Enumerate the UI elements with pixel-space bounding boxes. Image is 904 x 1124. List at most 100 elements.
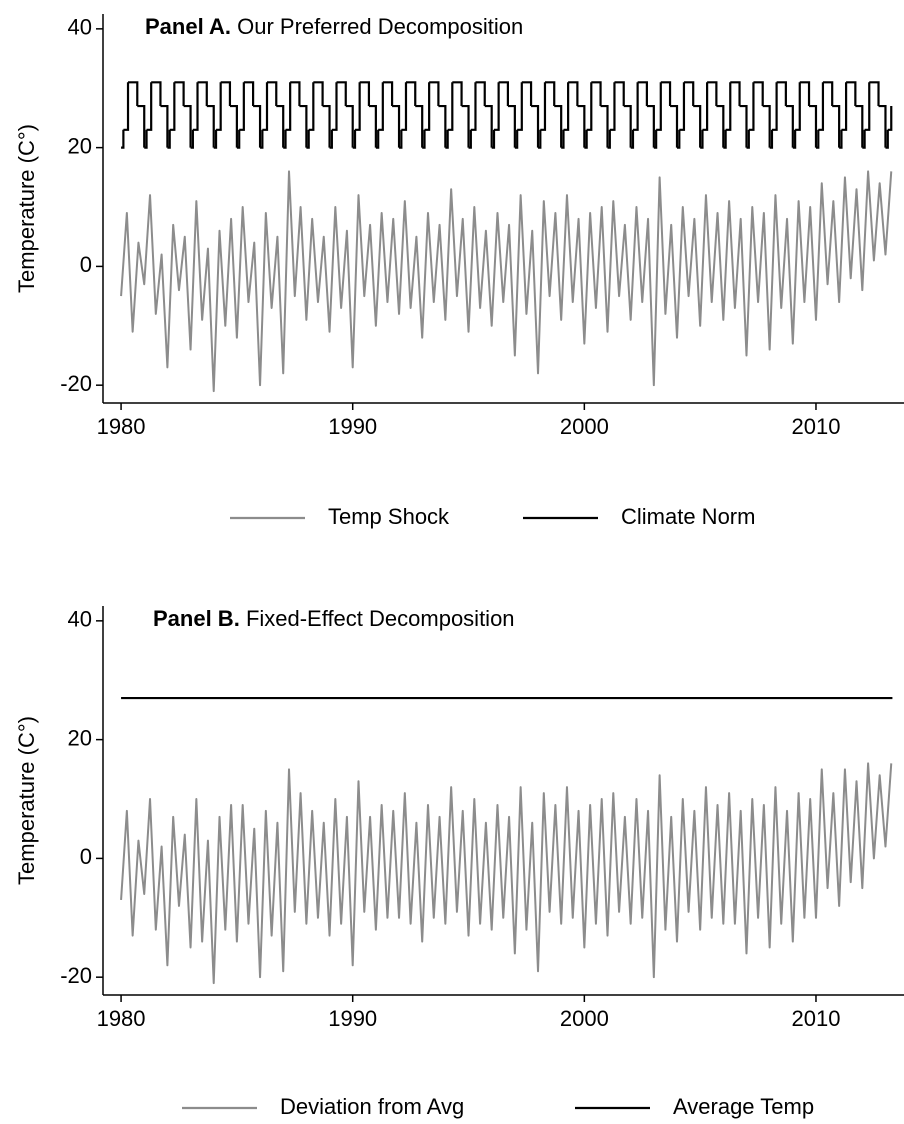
step-segment <box>121 129 125 149</box>
panel-title: Panel B. Fixed-Effect Decomposition <box>153 606 515 631</box>
step-segment <box>375 129 380 149</box>
x-tick-label: 1990 <box>328 414 377 439</box>
step-segment <box>771 82 778 131</box>
step-segment <box>514 129 519 149</box>
step-segment <box>491 129 496 149</box>
step-segment <box>447 82 454 131</box>
step-segment <box>746 129 750 149</box>
step-segment <box>700 129 704 149</box>
step-segment <box>869 81 880 107</box>
step-segment <box>345 104 354 148</box>
step-segment <box>285 82 292 131</box>
panel-title-text: Our Preferred Decomposition <box>237 14 523 39</box>
step-segment <box>762 104 771 148</box>
x-tick-label: 2000 <box>560 414 609 439</box>
step-segment <box>839 129 843 149</box>
step-segment <box>424 82 431 131</box>
step-segment <box>123 82 130 131</box>
step-segment <box>656 82 662 131</box>
panel-title-text: Fixed-Effect Decomposition <box>246 606 515 631</box>
step-segment <box>468 129 472 149</box>
step-segment <box>144 129 148 149</box>
step-segment <box>885 129 889 149</box>
step-segment <box>538 129 542 149</box>
step-segment <box>355 82 361 131</box>
step-segment <box>809 104 818 148</box>
y-tick-label: 20 <box>68 133 92 158</box>
legend-label: Temp Shock <box>328 504 450 529</box>
step-segment <box>243 81 255 107</box>
y-tick-label: -20 <box>60 371 92 396</box>
step-segment <box>262 82 269 131</box>
y-tick-label: -20 <box>60 963 92 988</box>
panel-title: Panel A. Our Preferred Decomposition <box>145 14 523 39</box>
step-segment <box>554 104 563 148</box>
step-segment <box>405 81 417 107</box>
step-segment <box>276 104 285 148</box>
step-segment <box>322 104 331 148</box>
step-segment <box>190 129 194 149</box>
step-segment <box>359 81 371 107</box>
step-segment <box>653 129 658 149</box>
step-segment <box>146 82 153 131</box>
step-segment <box>392 104 401 148</box>
step-segment <box>475 81 486 107</box>
y-axis-label: Temperature (C°) <box>14 716 39 885</box>
step-segment <box>494 82 500 131</box>
step-segment <box>484 104 493 148</box>
step-segment <box>283 129 287 149</box>
y-tick-label: 0 <box>80 844 92 869</box>
step-segment <box>266 81 278 107</box>
step-segment <box>239 82 245 131</box>
step-segment <box>167 129 171 149</box>
step-segment <box>623 104 632 148</box>
y-axis-label: Temperature (C°) <box>14 124 39 293</box>
step-segment <box>630 129 635 149</box>
legend-label: Deviation from Avg <box>280 1094 464 1119</box>
step-segment <box>878 104 887 148</box>
step-segment <box>693 104 702 148</box>
step-segment <box>846 81 857 107</box>
y-tick-label: 40 <box>68 607 92 632</box>
step-segment <box>128 81 139 107</box>
step-segment <box>862 129 866 149</box>
step-segment <box>452 81 463 107</box>
step-segment <box>521 81 533 107</box>
step-segment <box>299 104 308 148</box>
step-segment <box>260 129 264 149</box>
step-segment <box>329 129 333 149</box>
step-segment <box>517 82 523 131</box>
y-tick-label: 0 <box>80 252 92 277</box>
step-segment <box>151 81 162 107</box>
step-segment <box>507 104 516 148</box>
step-segment <box>591 81 602 107</box>
step-segment <box>795 82 801 131</box>
step-segment <box>169 82 176 131</box>
step-segment <box>401 82 408 131</box>
step-segment <box>174 81 185 107</box>
step-segment <box>584 129 588 149</box>
step-segment <box>818 82 825 131</box>
step-segment <box>470 82 477 131</box>
step-segment <box>614 81 625 107</box>
step-segment <box>213 129 218 149</box>
step-segment <box>461 104 470 148</box>
step-segment <box>792 129 797 149</box>
step-segment <box>568 81 579 107</box>
step-segment <box>445 129 449 149</box>
step-segment <box>632 82 639 131</box>
step-segment <box>415 104 424 148</box>
x-tick-label: 2010 <box>792 414 841 439</box>
x-tick-label: 2000 <box>560 1006 609 1031</box>
step-segment <box>600 104 609 148</box>
step-segment <box>313 81 324 107</box>
step-segment <box>137 104 146 148</box>
step-segment <box>646 104 655 148</box>
x-tick-label: 1990 <box>328 1006 377 1031</box>
step-segment <box>197 81 208 107</box>
panel-label: Panel A. <box>145 14 231 39</box>
step-segment <box>183 104 192 148</box>
step-segment <box>815 129 820 149</box>
panel-label: Panel B. <box>153 606 240 631</box>
